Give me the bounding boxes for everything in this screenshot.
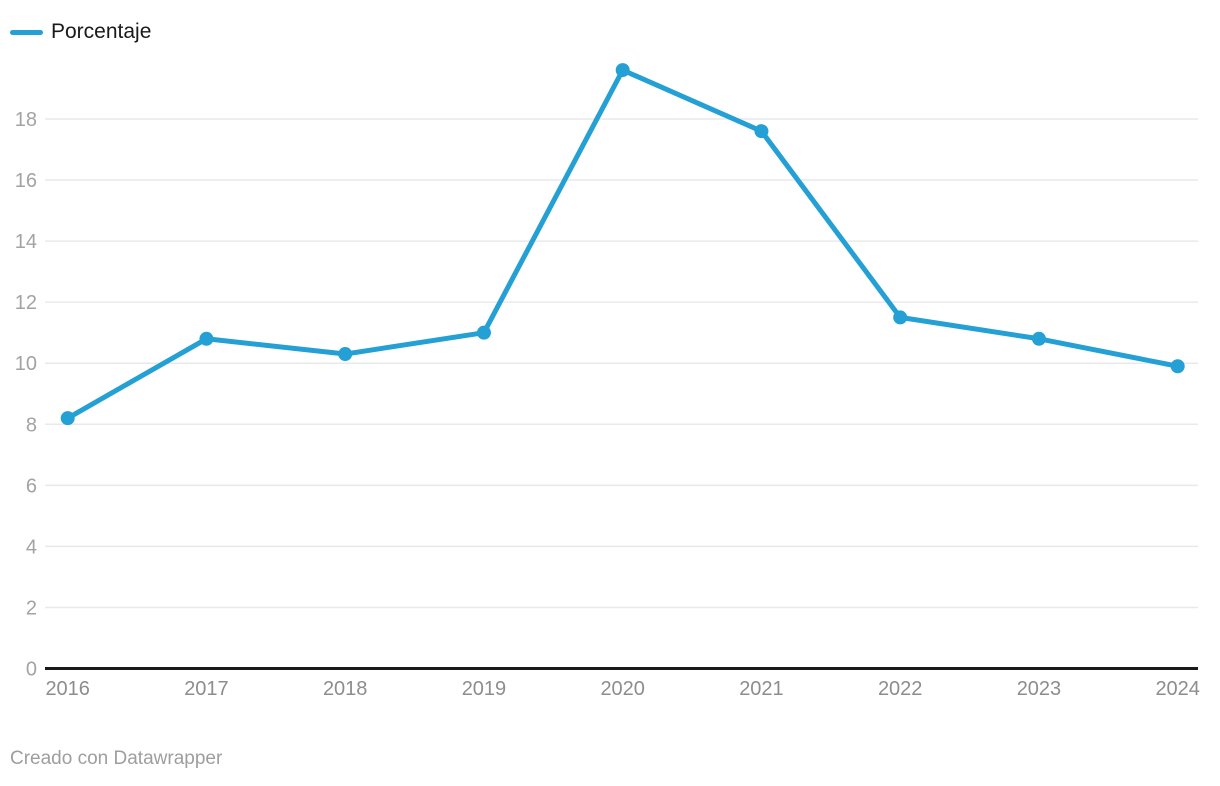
x-tick-label: 2024	[1155, 678, 1200, 700]
data-point	[476, 325, 491, 340]
line-chart: 0 2 4 6 8 10 12 14 16 18 2016 2017 2018 2019 2020 2021 2…	[15, 63, 1200, 700]
legend-series-label: Porcentaje	[51, 20, 152, 43]
data-point	[893, 310, 908, 325]
y-tick-label: 4	[26, 536, 37, 558]
series-line	[65, 67, 1181, 421]
x-tick-label: 2021	[739, 678, 784, 700]
data-point	[754, 124, 769, 139]
x-tick-label: 2017	[184, 678, 229, 700]
y-tick-label: 18	[15, 109, 37, 131]
data-point	[338, 347, 353, 362]
x-tick-label: 2022	[878, 678, 923, 700]
attribution-text: Creado con Datawrapper	[10, 748, 223, 769]
x-tick-label: 2020	[600, 678, 645, 700]
x-tick-label: 2023	[1017, 678, 1062, 700]
data-point	[199, 331, 214, 346]
y-tick-label: 10	[15, 353, 37, 375]
y-tick-label: 12	[15, 292, 37, 314]
legend-line-swatch	[10, 29, 43, 35]
y-tick-label: 0	[26, 659, 37, 681]
y-tick-label: 2	[26, 597, 37, 619]
data-point	[615, 63, 630, 78]
data-point	[1170, 359, 1185, 374]
y-tick-label: 8	[26, 414, 37, 436]
chart-legend: Porcentaje	[10, 20, 151, 44]
data-point	[1031, 331, 1046, 346]
x-tick-label: 2018	[323, 678, 368, 700]
x-tick-label: 2016	[45, 678, 90, 700]
x-tick-label: 2019	[462, 678, 507, 700]
data-point	[60, 411, 75, 426]
y-tick-label: 14	[15, 231, 37, 253]
y-tick-label: 6	[26, 475, 37, 497]
y-tick-label: 16	[15, 170, 37, 192]
